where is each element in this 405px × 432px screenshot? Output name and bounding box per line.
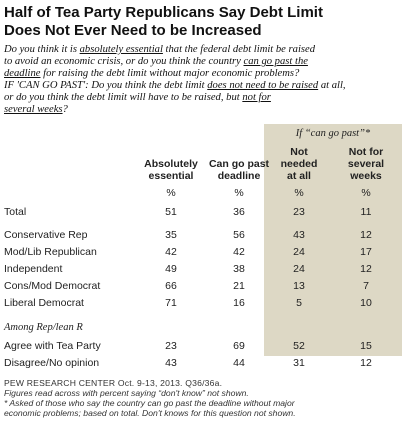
table-cell: 69 bbox=[233, 340, 245, 352]
question-emphasis: can go past the bbox=[243, 56, 308, 67]
column-header-line: at all bbox=[287, 170, 311, 182]
table-cell: 31 bbox=[293, 357, 305, 369]
table-cell: 43 bbox=[165, 357, 177, 369]
table-cell: 16 bbox=[233, 297, 245, 309]
footnote: Figures read across with percent saying … bbox=[4, 388, 249, 398]
percent-symbol: % bbox=[294, 187, 304, 199]
column-header-line: needed bbox=[280, 158, 318, 170]
column-header-not-needed: Not needed at all bbox=[272, 146, 326, 182]
question-emphasis: deadline bbox=[4, 68, 41, 79]
question-text: or do you think the debt limit will have… bbox=[4, 92, 243, 103]
table-cell: 11 bbox=[360, 206, 372, 218]
column-header-line: weeks bbox=[350, 170, 382, 182]
table-cell: 56 bbox=[233, 229, 245, 241]
question-text: Do you think it is bbox=[4, 44, 80, 55]
table-cell: 7 bbox=[363, 280, 369, 292]
row-label: Independent bbox=[4, 263, 63, 275]
table-cell: 66 bbox=[165, 280, 177, 292]
column-header-line: Can go past bbox=[208, 158, 270, 170]
footnote: * Asked of those who say the country can… bbox=[4, 398, 295, 408]
title-line-2: Does Not Ever Need to be Increased bbox=[4, 22, 262, 39]
table-cell: 13 bbox=[293, 280, 305, 292]
conditional-header: If “can go past”* bbox=[295, 128, 371, 139]
table-cell: 49 bbox=[165, 263, 177, 275]
title-line-1: Half of Tea Party Republicans Say Debt L… bbox=[4, 4, 323, 21]
page-title: Half of Tea Party Republicans Say Debt L… bbox=[4, 4, 402, 40]
column-header-can-go-past: Can go past deadline bbox=[206, 158, 272, 182]
question-text: at all, bbox=[318, 80, 346, 91]
row-label: Mod/Lib Republican bbox=[4, 246, 97, 258]
table-cell: 24 bbox=[293, 246, 305, 258]
source-line: PEW RESEARCH CENTER Oct. 9-13, 2013. Q36… bbox=[4, 378, 223, 388]
column-header-line: Not bbox=[290, 146, 308, 158]
question-text: IF 'CAN GO PAST': Do you think the debt … bbox=[4, 80, 208, 91]
table-cell: 23 bbox=[293, 206, 305, 218]
footer-notes: PEW RESEARCH CENTER Oct. 9-13, 2013. Q36… bbox=[4, 378, 402, 418]
table-cell: 17 bbox=[360, 246, 372, 258]
question-emphasis: several weeks bbox=[4, 104, 63, 115]
table-cell: 10 bbox=[360, 297, 372, 309]
question-text: that the federal debt limit be raised bbox=[162, 44, 316, 55]
table-cell: 44 bbox=[233, 357, 245, 369]
percent-symbol: % bbox=[234, 187, 244, 199]
column-header-line: deadline bbox=[217, 170, 261, 182]
row-label: Total bbox=[4, 206, 27, 218]
table-cell: 24 bbox=[293, 263, 305, 275]
table-cell: 21 bbox=[233, 280, 245, 292]
column-header-line: Absolutely bbox=[144, 158, 198, 170]
question-emphasis: absolutely essential bbox=[79, 44, 163, 55]
percent-symbol: % bbox=[361, 187, 371, 199]
table-cell: 35 bbox=[165, 229, 177, 241]
table-cell: 12 bbox=[360, 263, 372, 275]
table-cell: 15 bbox=[360, 340, 372, 352]
table-cell: 42 bbox=[165, 246, 177, 258]
table-cell: 42 bbox=[233, 246, 245, 258]
row-label: Conservative Rep bbox=[4, 229, 88, 241]
row-label: Disagree/No opinion bbox=[4, 357, 100, 369]
column-header-line: Not for bbox=[348, 146, 384, 158]
column-header-line: several bbox=[347, 158, 385, 170]
table-cell: 52 bbox=[293, 340, 305, 352]
table-cell: 12 bbox=[360, 229, 372, 241]
column-header-not-for-several-weeks: Not for several weeks bbox=[334, 146, 398, 182]
question-text: for raising the debt limit without major… bbox=[40, 68, 300, 79]
table-cell: 51 bbox=[165, 206, 177, 218]
table-cell: 38 bbox=[233, 263, 245, 275]
question-text: ? bbox=[62, 104, 68, 115]
section-label: Among Rep/lean R bbox=[4, 322, 83, 333]
question-text: to avoid an economic crisis, or do you t… bbox=[4, 56, 244, 67]
question-emphasis: not for bbox=[242, 92, 271, 103]
conditional-columns-background bbox=[264, 124, 402, 356]
table-cell: 12 bbox=[360, 357, 372, 369]
row-label: Cons/Mod Democrat bbox=[4, 280, 101, 292]
question-emphasis: does not need to be raised bbox=[207, 80, 319, 91]
survey-question: Do you think it is absolutely essential … bbox=[4, 44, 402, 116]
footnote: economic problems; based on total. Don't… bbox=[4, 408, 296, 418]
row-label: Liberal Democrat bbox=[4, 297, 84, 309]
table-cell: 43 bbox=[293, 229, 305, 241]
table-cell: 23 bbox=[165, 340, 177, 352]
column-header-absolutely-essential: Absolutely essential bbox=[136, 158, 206, 182]
row-label: Agree with Tea Party bbox=[4, 340, 101, 352]
table-cell: 36 bbox=[233, 206, 245, 218]
table-cell: 5 bbox=[296, 297, 302, 309]
table-cell: 71 bbox=[165, 297, 177, 309]
percent-symbol: % bbox=[166, 187, 176, 199]
column-header-line: essential bbox=[148, 170, 194, 182]
